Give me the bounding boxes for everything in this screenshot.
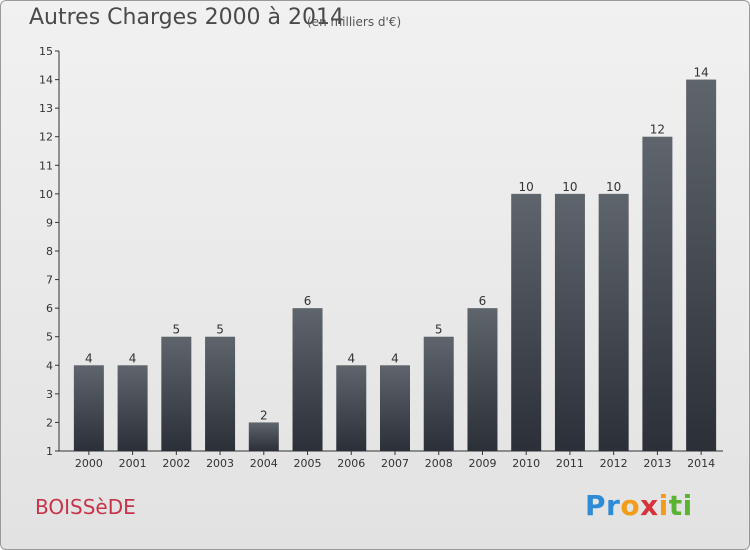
y-tick-label: 7 [46, 274, 53, 287]
data-label: 5 [435, 323, 443, 337]
x-tick-label: 2010 [512, 457, 540, 470]
bar[interactable] [292, 308, 323, 451]
data-label: 4 [85, 351, 93, 365]
x-tick-label: 2000 [75, 457, 103, 470]
logo-letter: x [640, 489, 659, 522]
x-tick-label: 2008 [425, 457, 453, 470]
y-tick-label: 13 [39, 102, 53, 115]
logo-letter: P [585, 489, 607, 522]
x-tick-label: 2012 [600, 457, 628, 470]
data-label: 5 [216, 323, 224, 337]
y-tick-label: 3 [46, 388, 53, 401]
x-tick-label: 2013 [643, 457, 671, 470]
proxiti-logo[interactable]: Proxiti [585, 489, 693, 522]
chart-title: Autres Charges 2000 à 2014 [29, 5, 345, 30]
bar[interactable] [423, 336, 454, 451]
bar[interactable] [554, 193, 585, 451]
y-tick-label: 10 [39, 188, 53, 201]
y-tick-label: 11 [39, 159, 53, 172]
bar[interactable] [686, 79, 717, 452]
bar[interactable] [336, 365, 367, 451]
y-tick-label: 14 [39, 74, 53, 87]
commune-name: BOISSèDE [35, 495, 136, 519]
logo-letter: o [620, 489, 641, 522]
x-tick-label: 2007 [381, 457, 409, 470]
bar[interactable] [161, 336, 192, 451]
y-tick-label: 4 [46, 359, 53, 372]
x-tick-label: 2006 [337, 457, 365, 470]
logo-letter: r [606, 489, 621, 522]
data-label: 4 [347, 351, 355, 365]
bar[interactable] [248, 422, 279, 451]
x-tick-label: 2004 [250, 457, 278, 470]
data-label: 4 [129, 351, 137, 365]
data-label: 4 [391, 351, 399, 365]
data-label: 10 [562, 180, 577, 194]
y-tick-label: 15 [39, 45, 53, 58]
y-tick-label: 6 [46, 302, 53, 315]
bar[interactable] [205, 336, 236, 451]
y-tick-label: 8 [46, 245, 53, 258]
data-label: 10 [606, 180, 621, 194]
x-tick-label: 2014 [687, 457, 715, 470]
bar[interactable] [467, 308, 498, 451]
logo-letter: i [682, 489, 693, 522]
data-label: 10 [519, 180, 534, 194]
y-tick-label: 12 [39, 131, 53, 144]
x-tick-label: 2002 [162, 457, 190, 470]
bar[interactable] [380, 365, 410, 451]
data-label: 6 [479, 294, 487, 308]
x-tick-label: 2003 [206, 457, 234, 470]
y-tick-label: 1 [46, 445, 53, 458]
bar[interactable] [511, 193, 542, 451]
chart-subtitle: (en milliers d'€) [307, 15, 402, 29]
y-tick-label: 9 [46, 216, 53, 229]
bar[interactable] [642, 136, 673, 451]
x-tick-label: 2001 [119, 457, 147, 470]
data-label: 2 [260, 408, 268, 422]
x-tick-label: 2009 [468, 457, 496, 470]
data-label: 5 [173, 323, 181, 337]
y-tick-label: 5 [46, 331, 53, 344]
logo-letter: t [668, 489, 683, 522]
bar[interactable] [598, 193, 629, 451]
x-tick-label: 2005 [294, 457, 322, 470]
x-tick-label: 2011 [556, 457, 584, 470]
bar[interactable] [117, 365, 148, 451]
data-label: 12 [650, 123, 665, 137]
y-tick-label: 2 [46, 416, 53, 429]
bar[interactable] [73, 365, 104, 451]
data-label: 14 [693, 66, 708, 80]
data-label: 6 [304, 294, 312, 308]
logo-letter: i [658, 489, 669, 522]
